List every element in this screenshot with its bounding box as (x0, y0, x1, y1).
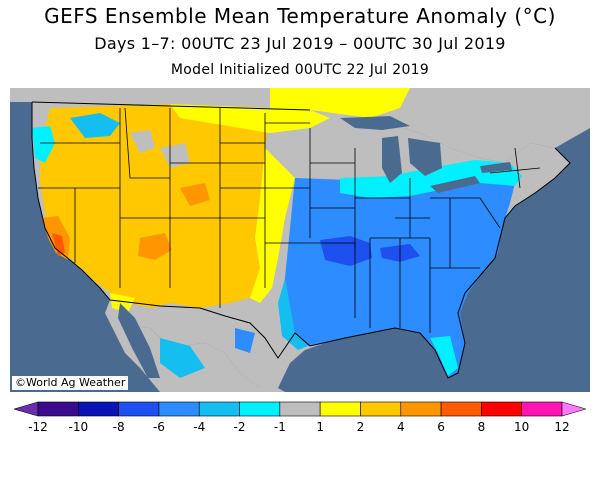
lake-michigan (382, 136, 402, 183)
gulf-of-california (118, 303, 160, 378)
baja-mild-warm (110, 293, 135, 313)
colorbar-tick-label: -8 (113, 420, 125, 434)
colorbar-segment (118, 401, 160, 417)
plains-mild-warm (250, 148, 295, 303)
page-title: GEFS Ensemble Mean Temperature Anomaly (… (44, 4, 556, 28)
idaho-cool-patch (70, 113, 120, 138)
colorbar-svg: -12 -10 -8 -6 -4 -2 -1 1 2 4 6 8 10 12 (12, 401, 588, 434)
colorbar-segment (521, 401, 563, 417)
colorbar-segment (440, 401, 482, 417)
init-time: Model Initialized 00UTC 22 Jul 2019 (170, 62, 430, 78)
mexico-cool-patch (160, 338, 205, 378)
colorbar-segment (360, 401, 402, 417)
lake-superior (340, 116, 410, 130)
canada-border (31, 101, 311, 111)
texas-mild-cool (278, 278, 308, 350)
colorbar-min-arrow (12, 401, 39, 417)
north-mild-warm (170, 104, 330, 133)
west-warm-anomaly (40, 104, 270, 308)
colorbar-segment (198, 401, 240, 417)
state-boundaries (38, 107, 541, 333)
colorbar-tick-label: -6 (153, 420, 165, 434)
colorbar-tick-label: 12 (554, 420, 569, 434)
colorbar-tick-label: -1 (274, 420, 286, 434)
colorbar-tick-label: -4 (193, 420, 205, 434)
colorbar-tick-label: 10 (514, 420, 529, 434)
mexico-cool-core (235, 328, 255, 353)
colorbar-segment (279, 401, 321, 417)
canada-land (10, 88, 590, 163)
colorbar-tick-label: 1 (316, 420, 324, 434)
valid-period: Days 1–7: 00UTC 23 Jul 2019 – 00UTC 30 J… (94, 34, 506, 53)
wyoming-neutral-patch (160, 143, 190, 168)
great-lakes-mild-cool (340, 160, 522, 198)
colorado-warm-core (180, 183, 210, 206)
map-canvas (10, 88, 590, 392)
colorbar-tick-label: -2 (234, 420, 246, 434)
coastline (31, 102, 571, 379)
colorbar-tick-label: 4 (397, 420, 405, 434)
florida-mild-cool (430, 336, 458, 376)
colorbar-segment (400, 401, 442, 417)
anomaly-map: ©World Ag Weather (10, 88, 590, 392)
colorbar-tick-label: -12 (28, 420, 48, 434)
lake-huron (408, 138, 442, 176)
lake-ontario (480, 162, 512, 173)
colorbar-segment (37, 401, 79, 417)
colorbar-tick-label: 8 (478, 420, 486, 434)
colorbar-max-arrow (561, 401, 588, 417)
colorbar-tick-label: -10 (69, 420, 89, 434)
colorbar-segment (158, 401, 200, 417)
lake-erie (430, 176, 480, 193)
southwest-warm-core (138, 233, 172, 260)
colorbar-tick-label: 6 (437, 420, 445, 434)
map-credit: ©World Ag Weather (12, 376, 129, 390)
colorbar-segment (78, 401, 119, 417)
anomaly-colorbar: -12 -10 -8 -6 -4 -2 -1 1 2 4 6 8 10 12 (12, 400, 588, 440)
mountain-neutral-patch (130, 130, 155, 153)
colorbar-segment (239, 401, 281, 417)
colorbar-segment (481, 401, 522, 417)
colorbar-segment (319, 401, 361, 417)
midsouth-strong-cool (320, 236, 372, 266)
colorbar-tick-label: 2 (357, 420, 365, 434)
pnw-cool-patch (32, 126, 55, 163)
california-hot-core (52, 233, 65, 256)
